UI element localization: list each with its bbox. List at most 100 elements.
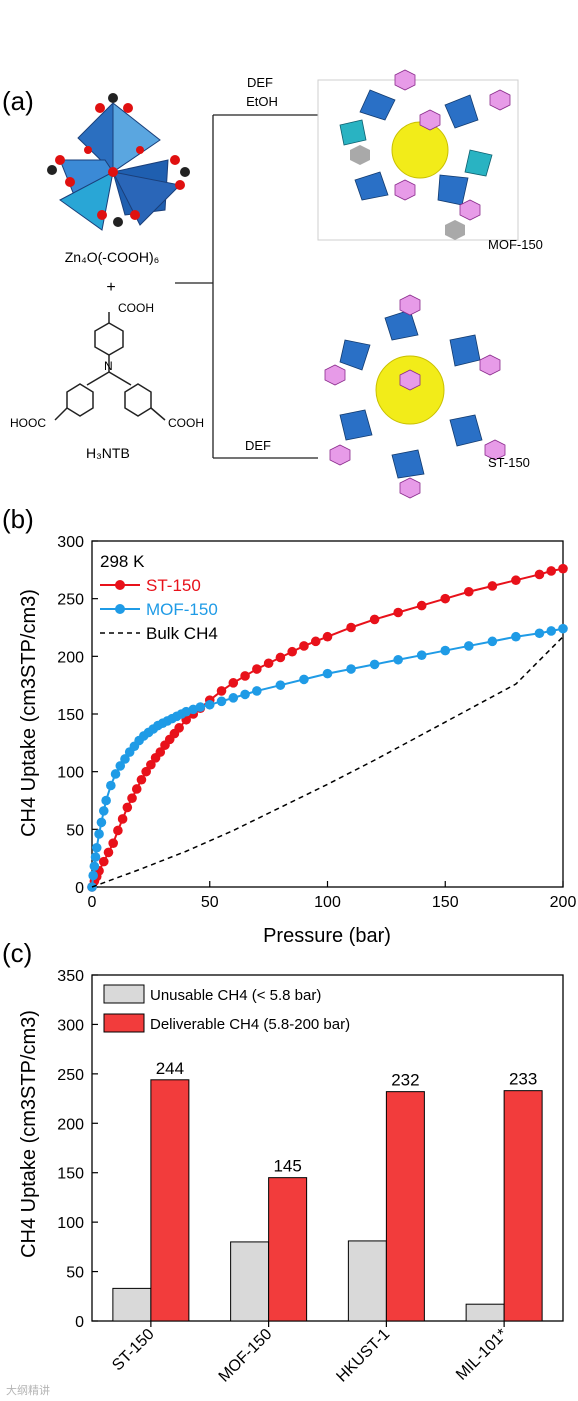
linker-top-cooh: COOH: [118, 301, 154, 315]
y-tick-label: 250: [57, 592, 84, 609]
data-point-mof-150: [115, 761, 126, 771]
data-point-mof-150: [299, 674, 309, 685]
category-label: MIL-101*: [453, 1326, 511, 1384]
bar-deliverable: [150, 1079, 190, 1322]
panel-a-label: (a): [2, 86, 34, 116]
temperature-label: 298 K: [100, 552, 145, 571]
data-point-mof-150: [534, 628, 545, 639]
y-tick-label: 150: [57, 1166, 84, 1183]
y-tick-label: 100: [57, 765, 84, 782]
data-point-mof-150: [440, 645, 451, 656]
panel-c-label: (c): [2, 938, 32, 968]
data-point-st-150: [136, 774, 147, 785]
data-point-st-150: [127, 793, 137, 803]
y-tick-label: 200: [57, 649, 84, 666]
reaction-bracket: [175, 114, 318, 459]
legend-deliverable-label: Deliverable CH4 (5.8-200 bar): [150, 1016, 350, 1033]
y-tick-label: 50: [66, 1265, 84, 1282]
data-point-mof-150: [464, 641, 474, 651]
legend-st150-marker: [115, 580, 125, 590]
data-point-mof-150: [275, 680, 286, 690]
category-label: HKUST-1: [333, 1326, 393, 1386]
st-150-framework-graphic: [324, 294, 506, 499]
data-point-st-150: [534, 569, 545, 580]
zn4o-cluster-graphic: [47, 93, 190, 231]
data-point-st-150: [146, 759, 156, 770]
data-point-st-150: [141, 766, 151, 777]
legend-mof150-marker: [115, 604, 125, 614]
x-tick-label: 100: [314, 894, 341, 911]
legend-st150-label: ST-150: [146, 576, 201, 595]
data-point-st-150: [287, 646, 297, 657]
plus-sign: +: [106, 279, 115, 296]
cluster-label: Zn₄O(-COOH)₆: [65, 249, 160, 265]
data-point-mof-150: [90, 852, 101, 862]
bar-unusable: [112, 1287, 152, 1322]
linker-label: H₃NTB: [86, 445, 130, 461]
data-point-mof-150: [558, 623, 568, 634]
data-point-mof-150: [195, 702, 206, 712]
data-point-mof-150: [546, 626, 557, 636]
linker-right-cooh: COOH: [168, 416, 204, 430]
data-point-mof-150: [416, 650, 427, 660]
x-tick-label: 0: [88, 894, 97, 911]
data-point-mof-150: [88, 870, 98, 881]
bar-unusable: [465, 1303, 505, 1322]
data-point-st-150: [511, 575, 521, 586]
data-point-mof-150: [393, 654, 403, 665]
panel-b-label: (b): [2, 504, 34, 534]
data-point-st-150: [299, 641, 309, 651]
data-point-st-150: [487, 581, 498, 591]
chart-c-axes: 0 50 100 150 200 250 300 350: [57, 968, 564, 1331]
data-point-st-150: [322, 631, 333, 642]
data-point-st-150: [275, 652, 286, 663]
data-point-st-150: [464, 586, 474, 597]
data-point-mof-150: [322, 668, 333, 679]
y-tick-label: 350: [57, 968, 84, 985]
data-point-st-150: [174, 723, 184, 733]
data-point-mof-150: [487, 636, 498, 647]
chart-b-xlabel: Pressure (bar): [263, 925, 391, 947]
data-point-st-150: [122, 802, 133, 813]
data-point-st-150: [103, 847, 114, 858]
bar-value-label: 244: [156, 1059, 184, 1078]
bar-deliverable: [385, 1091, 425, 1322]
bar-value-label: 233: [509, 1070, 537, 1089]
chart-c-frame: [91, 974, 564, 1322]
data-point-st-150: [558, 563, 568, 574]
data-point-mof-150: [120, 754, 130, 764]
data-point-st-150: [416, 600, 427, 611]
data-point-st-150: [546, 566, 557, 576]
legend-bulk-label: Bulk CH4: [146, 624, 218, 643]
watermark: 大纲精讲: [6, 1383, 50, 1397]
chart-b-legend: 298 K ST-150 MOF-150 Bulk CH4: [100, 552, 218, 643]
y-tick-label: 0: [75, 1314, 84, 1331]
linker-left-hooc: HOOC: [10, 416, 46, 430]
y-tick-label: 50: [66, 822, 84, 839]
bar-deliverable: [503, 1090, 543, 1322]
data-point-mof-150: [216, 696, 227, 707]
x-tick-label: 200: [550, 894, 577, 911]
product-bottom-label: ST-150: [488, 455, 530, 470]
mof-150-framework-graphic: [317, 69, 519, 241]
legend-unusable-swatch: [103, 984, 145, 1004]
y-tick-label: 300: [57, 534, 84, 551]
data-point-mof-150: [369, 659, 380, 670]
data-point-st-150: [252, 664, 262, 674]
x-tick-label: 150: [432, 894, 459, 911]
data-point-mof-150: [106, 780, 116, 791]
chart-b-axes: 0 50 100 150 200 0 50 100 150 200 250 300: [57, 534, 576, 911]
legend-deliverable-swatch: [103, 1013, 145, 1033]
data-point-st-150: [117, 814, 128, 824]
y-tick-label: 0: [75, 880, 84, 897]
data-point-mof-150: [98, 806, 109, 816]
y-tick-label: 250: [57, 1067, 84, 1084]
bar-unusable: [347, 1240, 387, 1322]
data-point-st-150: [98, 856, 109, 867]
series-line-bulk-ch4: [91, 636, 564, 888]
chart-c-legend: Unusable CH4 (< 5.8 bar) Deliverable CH4…: [103, 984, 350, 1033]
chart-c-ylabel: CH4 Uptake (cm3STP/cm3): [18, 1010, 40, 1258]
panel-b: (b) 0 50 100 150 200 0 50 100 150 200 250 300 298 K…: [2, 504, 576, 947]
panel-c: (c) 0 50 100 150 200 250 300 350 244 ST-150 145 MO…: [2, 938, 564, 1386]
